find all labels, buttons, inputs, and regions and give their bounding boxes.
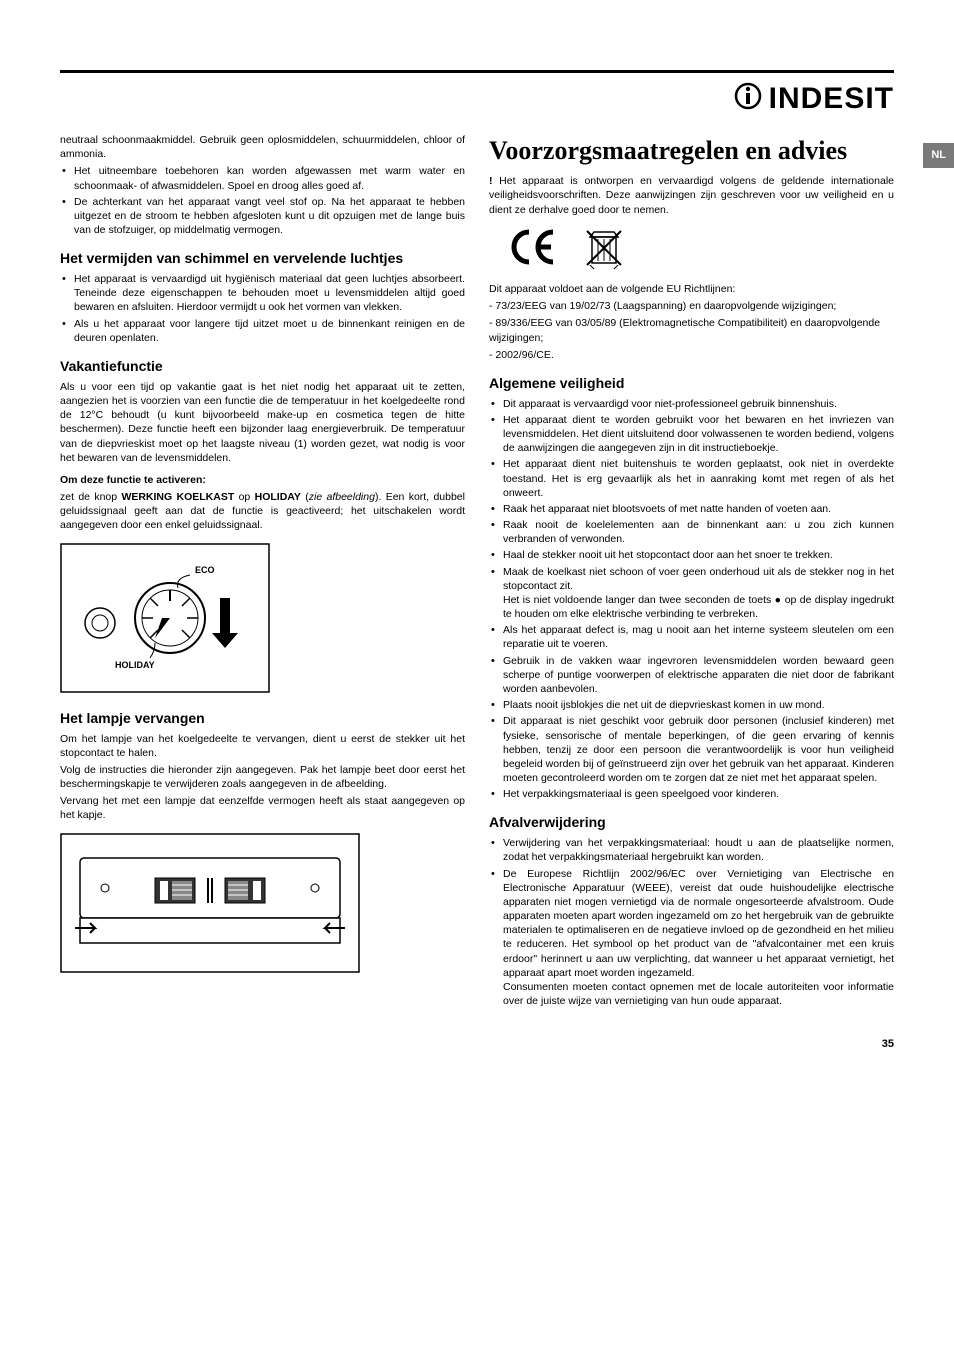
- heading-lamp: Het lampje vervangen: [60, 709, 465, 728]
- ce-mark-icon: [509, 227, 564, 271]
- right-column: NL Voorzorgsmaatregelen en advies ! Het …: [489, 133, 894, 1014]
- heading-disposal: Afvalverwijdering: [489, 813, 894, 832]
- language-tab: NL: [923, 143, 954, 168]
- list-item: Het verpakkingsmateriaal is geen speelgo…: [489, 787, 894, 801]
- list-item: Verwijdering van het verpakkingsmateriaa…: [489, 836, 894, 864]
- list-item: De Europese Richtlijn 2002/96/EC over Ve…: [489, 867, 894, 1009]
- list-item: Dit apparaat is vervaardigd voor niet-pr…: [489, 397, 894, 411]
- list-item: Maak de koelkast niet schoon of voer gee…: [489, 565, 894, 622]
- heading-mold: Het vermijden van schimmel en vervelende…: [60, 249, 465, 268]
- intro-text: neutraal schoonmaakmiddel. Gebruik geen …: [60, 133, 465, 161]
- page: INDESIT neutraal schoonmaakmiddel. Gebru…: [0, 0, 954, 1080]
- lamp-text: Om het lampje van het koelgedeelte te ve…: [60, 732, 465, 760]
- left-column: neutraal schoonmaakmiddel. Gebruik geen …: [60, 133, 465, 1014]
- columns: neutraal schoonmaakmiddel. Gebruik geen …: [60, 133, 894, 1014]
- lamp-text: Vervang het met een lampje dat eenzelfde…: [60, 794, 465, 822]
- svg-text:HOLIDAY: HOLIDAY: [115, 660, 155, 670]
- list-item: Plaats nooit ijsblokjes die net uit de d…: [489, 698, 894, 712]
- section-title: Voorzorgsmaatregelen en advies: [489, 137, 894, 164]
- disposal-list: Verwijdering van het verpakkingsmateriaa…: [489, 836, 894, 1008]
- eu-directive: - 2002/96/CE.: [489, 348, 894, 362]
- eu-directive: - 73/23/EEG van 19/02/73 (Laagspanning) …: [489, 299, 894, 313]
- holiday-text: Als u voor een tijd op vakantie gaat is …: [60, 380, 465, 465]
- top-divider: [60, 70, 894, 73]
- safety-list: Dit apparaat is vervaardigd voor niet-pr…: [489, 397, 894, 802]
- page-number: 35: [60, 1038, 894, 1050]
- list-item: Gebruik in de vakken waar ingevroren lev…: [489, 654, 894, 697]
- list-item: Het apparaat is vervaardigd uit hygiënis…: [60, 272, 465, 315]
- list-item: Het apparaat dient niet buitenshuis te w…: [489, 457, 894, 500]
- lamp-text: Volg de instructies die hieronder zijn a…: [60, 763, 465, 791]
- weee-bin-icon: [584, 225, 624, 274]
- list-item: De achterkant van het apparaat vangt vee…: [60, 195, 465, 238]
- compliance-icons: [509, 225, 894, 274]
- holiday-activate-title: Om deze functie te activeren:: [60, 473, 465, 487]
- list-item: Raak nooit de koelelementen aan de binne…: [489, 518, 894, 546]
- heading-holiday: Vakantiefunctie: [60, 357, 465, 376]
- intro-list: Het uitneembare toebehoren kan worden af…: [60, 164, 465, 237]
- eu-intro: Dit apparaat voldoet aan de volgende EU …: [489, 282, 894, 296]
- warning-text: ! Het apparaat is ontworpen en vervaardi…: [489, 174, 894, 217]
- list-item: Dit apparaat is niet geschikt voor gebru…: [489, 714, 894, 785]
- list-item: Als het apparaat defect is, mag u nooit …: [489, 623, 894, 651]
- list-item: Haal de stekker nooit uit het stopcontac…: [489, 548, 894, 562]
- brand-text: INDESIT: [769, 82, 894, 115]
- brand-logo: INDESIT: [60, 81, 894, 119]
- eu-directive: - 89/336/EEG van 03/05/89 (Elektromagnet…: [489, 316, 894, 344]
- mold-list: Het apparaat is vervaardigd uit hygiënis…: [60, 272, 465, 345]
- list-item: Als u het apparaat voor langere tijd uit…: [60, 317, 465, 345]
- figure-knob: ECO HOLIDAY: [60, 543, 465, 697]
- list-item: Het apparaat dient te worden gebruikt vo…: [489, 413, 894, 456]
- list-item: Het uitneembare toebehoren kan worden af…: [60, 164, 465, 192]
- svg-text:ECO: ECO: [195, 565, 215, 575]
- holiday-activate-text: zet de knop WERKING KOELKAST op HOLIDAY …: [60, 490, 465, 533]
- figure-lamp: [60, 833, 465, 977]
- list-item: Raak het apparaat niet blootsvoets of me…: [489, 502, 894, 516]
- heading-safety: Algemene veiligheid: [489, 374, 894, 393]
- info-icon: [733, 81, 763, 119]
